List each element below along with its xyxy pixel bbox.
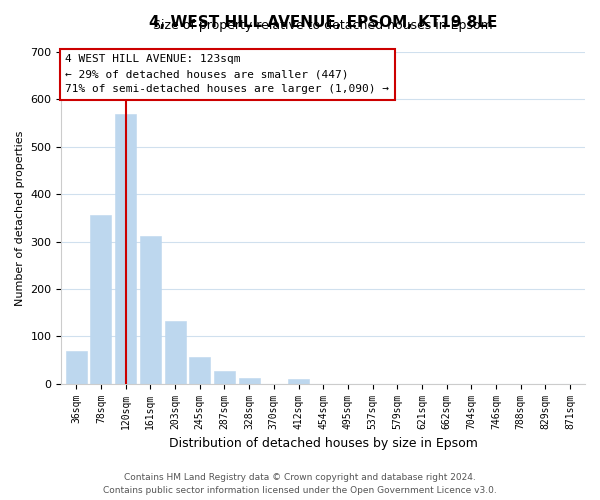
Bar <box>239 378 260 384</box>
X-axis label: Distribution of detached houses by size in Epsom: Distribution of detached houses by size … <box>169 437 478 450</box>
Y-axis label: Number of detached properties: Number of detached properties <box>15 130 25 306</box>
Text: 4 WEST HILL AVENUE: 123sqm
← 29% of detached houses are smaller (447)
71% of sem: 4 WEST HILL AVENUE: 123sqm ← 29% of deta… <box>65 54 389 94</box>
Text: Size of property relative to detached houses in Epsom: Size of property relative to detached ho… <box>154 19 493 32</box>
Bar <box>140 236 161 384</box>
Bar <box>115 114 136 384</box>
Title: 4, WEST HILL AVENUE, EPSOM, KT19 8LE: 4, WEST HILL AVENUE, EPSOM, KT19 8LE <box>149 15 497 30</box>
Bar <box>66 352 87 384</box>
Bar <box>164 321 185 384</box>
Bar <box>91 216 112 384</box>
Bar <box>288 379 309 384</box>
Bar <box>214 371 235 384</box>
Text: Contains HM Land Registry data © Crown copyright and database right 2024.
Contai: Contains HM Land Registry data © Crown c… <box>103 474 497 495</box>
Bar <box>189 356 210 384</box>
